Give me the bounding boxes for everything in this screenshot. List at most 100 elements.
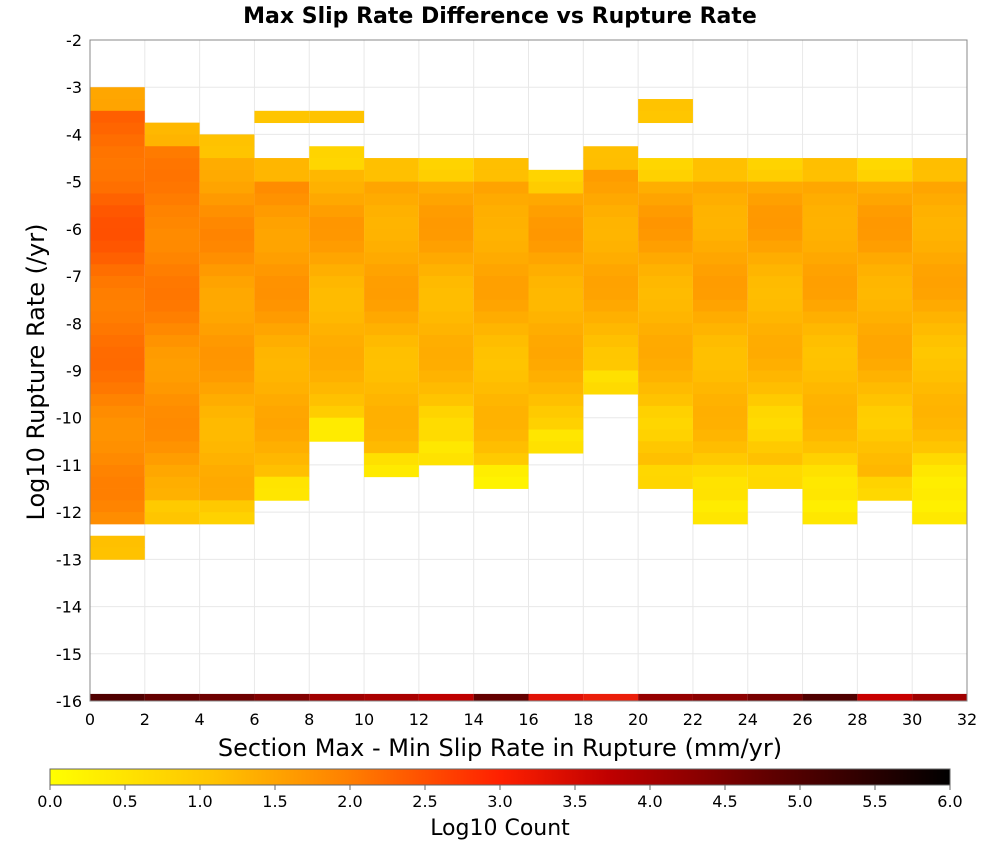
- heatmap-cell: [199, 205, 255, 218]
- heatmap-cell: [199, 311, 255, 324]
- heatmap-cell: [364, 276, 419, 289]
- heatmap-cell: [199, 252, 255, 265]
- heatmap-cell: [254, 193, 310, 206]
- heatmap-cell: [692, 181, 748, 194]
- heatmap-cell: [747, 252, 803, 265]
- heatmap-cell: [364, 335, 419, 348]
- heatmap-cell: [144, 311, 200, 324]
- heatmap-cell: [747, 453, 803, 466]
- heatmap-cell: [857, 276, 913, 289]
- heatmap-cell: [199, 276, 255, 289]
- heatmap-cell: [473, 358, 529, 371]
- heatmap-cell: [144, 335, 200, 348]
- heatmap-cell: [692, 335, 748, 348]
- heatmap-cell: [857, 169, 913, 183]
- colorbar-tick-label: 6.0: [937, 792, 962, 811]
- heatmap-cell: [309, 228, 365, 242]
- heatmap-cell: [90, 87, 145, 100]
- heatmap-cell: [583, 335, 639, 348]
- heatmap-cell: [692, 453, 748, 466]
- heatmap-cell: [364, 358, 419, 371]
- heatmap-cell: [364, 299, 419, 312]
- heatmap-cell: [418, 323, 474, 336]
- heatmap-cell: [802, 488, 858, 501]
- heatmap-cell: [309, 346, 365, 360]
- heatmap-cell: [473, 441, 529, 454]
- heatmap-cell: [528, 252, 584, 265]
- heatmap-cell: [912, 370, 967, 383]
- heatmap-cell: [364, 169, 419, 183]
- heatmap-cell-bottom-row: [144, 693, 200, 701]
- heatmap-cell: [309, 146, 365, 159]
- heatmap-cell: [254, 110, 310, 124]
- heatmap-cell: [90, 535, 145, 548]
- heatmap-cell: [144, 358, 200, 371]
- heatmap-cell: [199, 358, 255, 371]
- heatmap-cell: [747, 394, 803, 407]
- heatmap-cell: [692, 205, 748, 218]
- x-axis-label: Section Max - Min Slip Rate in Rupture (…: [218, 734, 782, 762]
- heatmap-cell: [199, 429, 255, 442]
- heatmap-cell: [144, 453, 200, 466]
- heatmap-cell: [692, 158, 748, 171]
- heatmap-cell: [309, 240, 365, 253]
- heatmap-cell: [692, 488, 748, 501]
- heatmap-cell: [747, 299, 803, 312]
- heatmap-cell: [199, 146, 255, 159]
- heatmap-cell: [747, 370, 803, 383]
- heatmap-cell: [802, 287, 858, 301]
- x-tick-label: 28: [847, 710, 867, 729]
- heatmap-cell: [747, 464, 803, 478]
- heatmap-cell: [528, 287, 584, 301]
- colorbar-tick-label: 2.0: [337, 792, 362, 811]
- x-tick-label: 4: [195, 710, 205, 729]
- heatmap-cell-bottom-row: [254, 693, 310, 701]
- heatmap-cell: [90, 205, 145, 218]
- x-tick-label: 30: [902, 710, 922, 729]
- heatmap-cell: [583, 228, 639, 242]
- heatmap-cell: [90, 287, 145, 301]
- plot-border: [89, 39, 968, 702]
- heatmap-cell: [254, 276, 310, 289]
- heatmap-cell: [90, 547, 145, 560]
- x-tick-label: 18: [573, 710, 593, 729]
- heatmap-cell: [199, 453, 255, 466]
- heatmap-cell: [418, 346, 474, 360]
- heatmap-cell: [364, 205, 419, 218]
- heatmap-cell: [90, 122, 145, 135]
- heatmap-cell: [473, 323, 529, 336]
- colorbar-tick-label: 1.5: [262, 792, 287, 811]
- heatmap-cell: [802, 169, 858, 183]
- heatmap-cell: [473, 264, 529, 277]
- heatmap-cell: [90, 311, 145, 324]
- heatmap-cell: [90, 394, 145, 407]
- heatmap-cell: [638, 335, 693, 348]
- heatmap-cell: [199, 217, 255, 230]
- heatmap-cell: [254, 287, 310, 301]
- heatmap-cell: [144, 228, 200, 242]
- heatmap-cell: [473, 370, 529, 383]
- heatmap-cell: [802, 358, 858, 371]
- heatmap-cell: [857, 394, 913, 407]
- heatmap-cell: [90, 217, 145, 230]
- heatmap-cell: [802, 382, 858, 395]
- heatmap-cell: [528, 276, 584, 289]
- heatmap-cell: [199, 193, 255, 206]
- heatmap-cell: [309, 110, 365, 124]
- heatmap-cell: [583, 358, 639, 371]
- heatmap-cell: [802, 158, 858, 171]
- heatmap-cell: [912, 453, 967, 466]
- heatmap-cell: [254, 394, 310, 407]
- heatmap-cell: [857, 405, 913, 419]
- heatmap-cell: [418, 252, 474, 265]
- x-tick-label: 16: [518, 710, 538, 729]
- heatmap-cell: [254, 228, 310, 242]
- heatmap-cell: [90, 181, 145, 194]
- heatmap-cell: [309, 252, 365, 265]
- heatmap-cell-bottom-row: [857, 693, 913, 701]
- heatmap-cells: [90, 87, 967, 701]
- heatmap-cell: [199, 181, 255, 194]
- heatmap-cell: [692, 228, 748, 242]
- heatmap-cell: [857, 240, 913, 253]
- heatmap-cell: [692, 299, 748, 312]
